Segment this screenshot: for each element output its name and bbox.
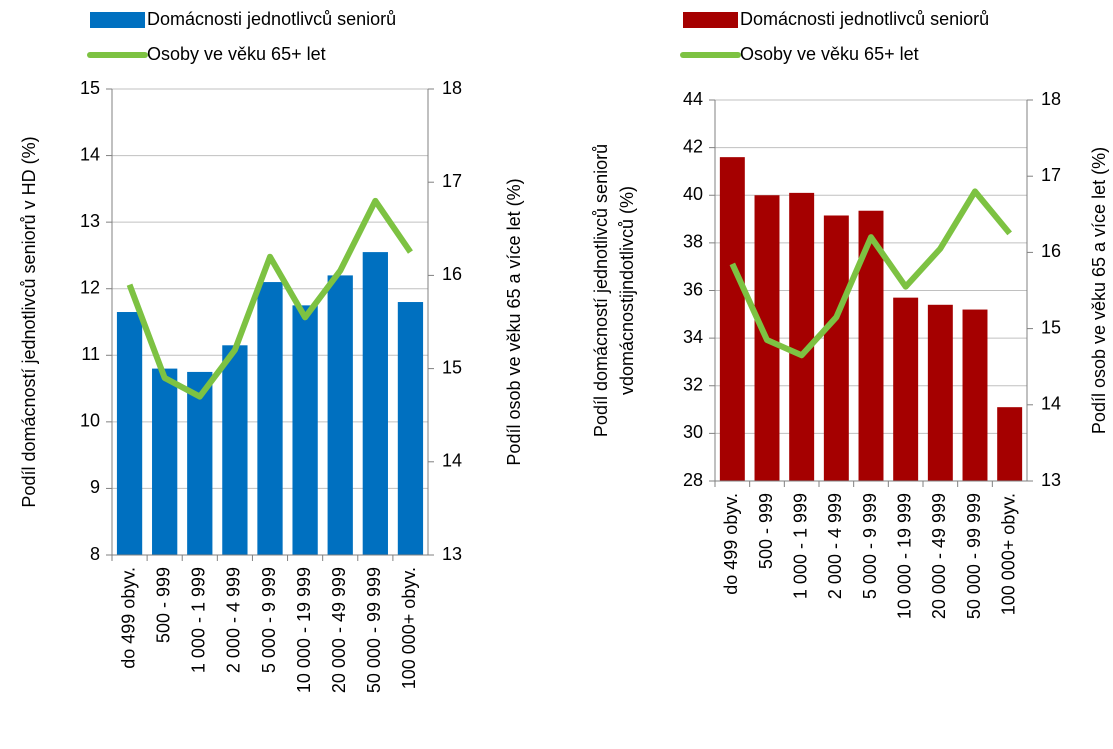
legend-label: Osoby ve věku 65+ let [740,44,919,64]
x-tick-label: 1 000 - 1 999 [189,567,209,673]
bar [719,157,745,481]
x-tick-label: 5 000 - 9 999 [259,567,279,673]
x-tick-label: 2 000 - 4 999 [224,567,244,673]
y-tick-label: 12 [80,277,100,297]
x-tick-label: do 499 obyv. [721,493,741,595]
y-axis-label: Podíl domácností jednotlivců seniorů [591,144,611,437]
y-tick-label: 10 [80,411,100,431]
x-tick-label: 500 - 999 [756,493,776,569]
bar [962,309,988,481]
x-tick-label: 2 000 - 4 999 [825,493,845,599]
bar [292,305,318,555]
y-tick-label: 13 [80,211,100,231]
bar [362,252,388,555]
y-tick-label: 14 [80,144,100,164]
line [126,197,413,400]
y2-axis-label: Podíl osob ve věku 65 a více let (%) [504,178,524,465]
x-tick-label: 5 000 - 9 999 [860,493,880,599]
y2-tick-label: 16 [1041,241,1061,261]
y-tick-label: 28 [683,470,703,490]
x-tick-label: 500 - 999 [153,567,173,643]
x-tick-label: 100 000+ obyv. [998,493,1018,615]
y-tick-label: 11 [81,344,100,364]
y2-tick-label: 18 [442,78,462,98]
bar [152,368,178,555]
y-tick-label: 8 [90,544,100,564]
y-axis-label: vdomácnostijndotlivců (%) [617,186,637,395]
y2-tick-label: 16 [442,264,462,284]
x-tick-label: 10 000 - 19 999 [294,567,314,693]
x-tick-label: 50 000 - 99 999 [364,567,384,693]
x-tick-label: 10 000 - 19 999 [894,493,914,619]
y2-tick-label: 17 [1041,165,1061,185]
y2-tick-label: 17 [442,171,462,191]
y2-tick-label: 15 [1041,317,1061,337]
line [729,188,1012,359]
bar [222,345,248,555]
bar [997,407,1023,481]
x-tick-label: 100 000+ obyv. [399,567,419,689]
y-tick-label: 36 [683,279,703,299]
bar [257,282,283,555]
x-tick-label: 50 000 - 99 999 [964,493,984,619]
bar [116,312,143,555]
y2-tick-label: 14 [442,451,462,471]
y-tick-label: 40 [683,184,703,204]
bar [187,371,213,555]
y-tick-label: 9 [90,477,100,497]
legend-label: Domácnosti jednotlivců seniorů [147,9,396,29]
y2-tick-label: 13 [442,544,462,564]
y2-tick-label: 14 [1041,394,1061,414]
y2-tick-label: 13 [1041,470,1061,490]
y2-tick-label: 18 [1041,89,1061,109]
y-tick-label: 32 [683,375,703,395]
x-tick-label: 1 000 - 1 999 [790,493,810,599]
x-tick-label: 20 000 - 49 999 [329,567,349,693]
bar [823,215,849,481]
bar [927,304,953,481]
y-tick-label: 15 [80,78,100,98]
x-tick-label: do 499 obyv. [118,567,138,669]
y-tick-label: 38 [683,232,703,252]
legend-label: Osoby ve věku 65+ let [147,44,326,64]
y-tick-label: 44 [683,89,703,109]
y-tick-label: 34 [683,327,703,347]
bar [327,275,353,555]
y-axis-label: Podíl domácností jednotlivců seniorů v H… [19,136,39,507]
y-tick-label: 30 [683,422,703,442]
y2-axis-label: Podíl osob ve věku 65 a více let (%) [1089,147,1109,434]
legend-label: Domácnosti jednotlivců seniorů [740,9,989,29]
bar [789,192,815,481]
legend-swatch [683,12,738,28]
bar [893,297,919,481]
y-tick-label: 42 [683,136,703,156]
bar [397,302,424,555]
legend-swatch [90,12,145,28]
y2-tick-label: 15 [442,357,462,377]
x-tick-label: 20 000 - 49 999 [929,493,949,619]
